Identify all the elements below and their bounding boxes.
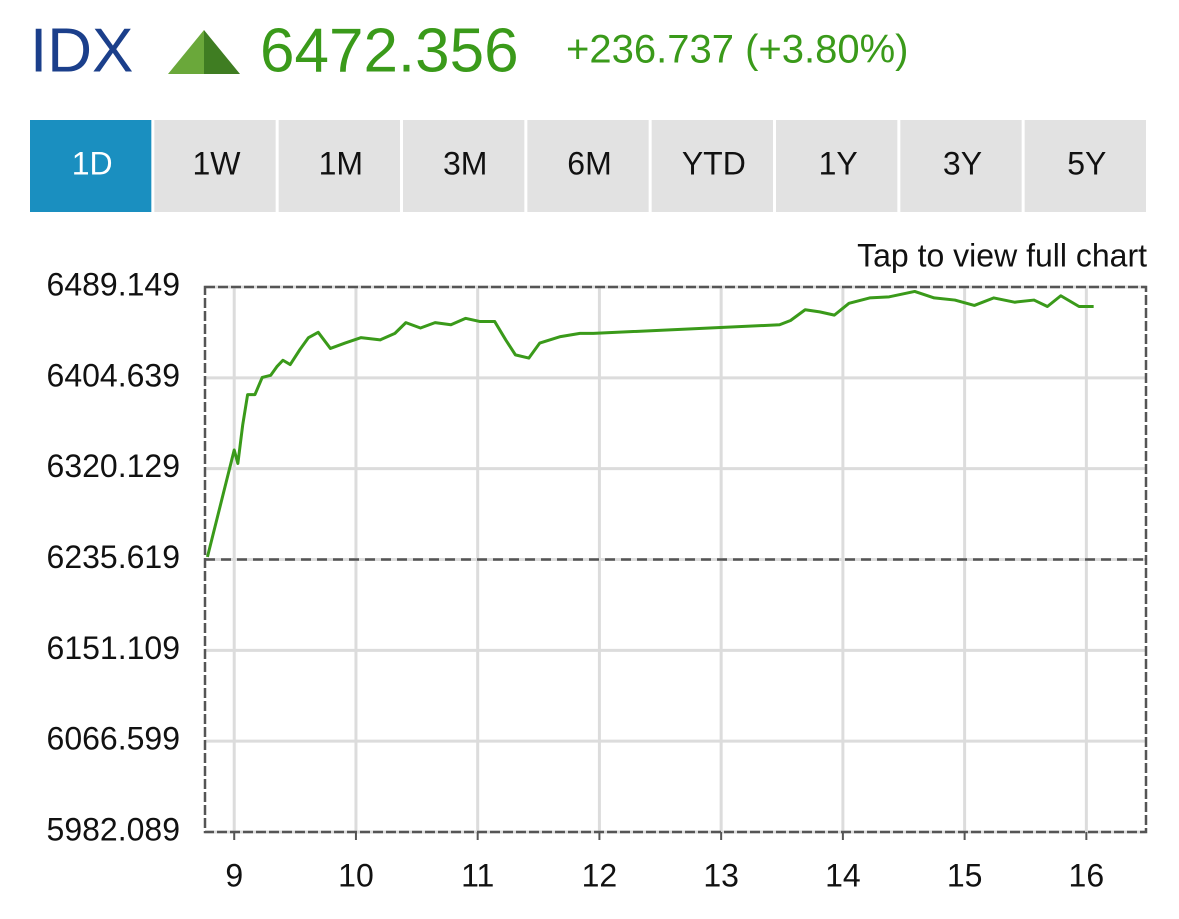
annotation[interactable]: Tap to view full chart [857,237,1147,273]
tab[interactable] [900,120,1022,212]
x-tick-label: 15 [947,857,983,893]
tab[interactable] [278,120,400,212]
plot: 5982.089 6066.599 6151.109 6235.619 6320.129… [47,266,1148,893]
up-icon-shade [204,30,240,74]
y-tick-label: 6320.129 [47,448,180,484]
tab-label[interactable]: 3M [443,145,487,181]
tab[interactable] [527,120,649,212]
x-tick-label: 14 [825,857,861,893]
price-line [205,289,1094,558]
y-tick-label: 6151.109 [47,630,180,666]
x-tick-label: 9 [225,857,243,893]
tab-label[interactable]: 3Y [943,145,982,181]
tab[interactable] [403,120,525,212]
x-tick-label: 10 [338,857,374,893]
x-tick-label: 13 [703,857,739,893]
tab[interactable] [154,120,276,212]
tab[interactable] [1024,120,1146,212]
y-tick-label: 6489.149 [47,266,180,302]
y-tick-label: 6066.599 [47,721,180,757]
tab-label[interactable]: 1M [319,145,363,181]
price: 6472.356 [260,16,519,85]
y-tick-label: 5982.089 [47,811,180,847]
tab-label[interactable]: 1W [193,145,242,181]
plot-frame [203,285,1148,834]
tab-label[interactable]: 6M [567,145,611,181]
up-icon [168,30,204,74]
y-tick-label: 6404.639 [47,357,180,393]
tab-label[interactable]: YTD [682,145,746,181]
tab-bar: 1D 1W 1M 3M 6M YTD 1Y 3Y 5Y [30,120,1146,212]
x-tick-label: 16 [1069,857,1105,893]
tab-label[interactable]: 1D [72,145,113,181]
tab[interactable] [651,120,773,212]
tab-label[interactable]: 5Y [1067,145,1106,181]
x-tick-label: 11 [461,857,494,893]
tab[interactable] [30,120,152,212]
tab[interactable] [776,120,898,212]
x-tick-label: 12 [582,857,618,893]
symbol: IDX [30,16,133,85]
change: +236.737 (+3.80%) [566,28,908,72]
y-tick-label: 6235.619 [47,539,180,575]
tab-label[interactable]: 1Y [819,145,858,181]
